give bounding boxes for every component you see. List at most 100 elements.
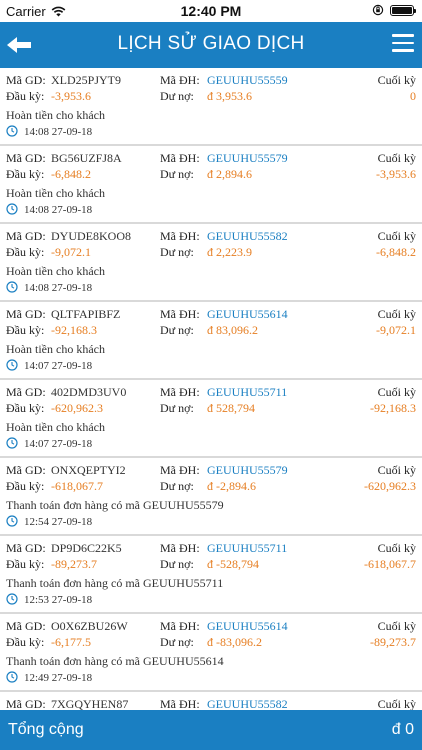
total-label: Tổng cộng [8, 721, 84, 738]
balance-amount: đ 83,096.2 [207, 323, 258, 337]
carrier-label: Carrier [6, 4, 46, 19]
transaction-row[interactable]: Mã GD: QLTFAPIBFZ Mã ĐH: GEUUHU55614 Cuối kỳ… [0, 302, 422, 380]
orientation-lock-icon [372, 4, 384, 16]
order-code-link[interactable]: GEUUHU55582 [207, 229, 288, 243]
order-label: Mã ĐH: [160, 697, 200, 710]
transaction-row[interactable]: Mã GD: DP9D6C22K5 Mã ĐH: GEUUHU55711 Cuối kỳ… [0, 536, 422, 614]
hamburger-menu-icon[interactable] [392, 34, 414, 56]
clock-icon [6, 203, 18, 215]
transaction-row[interactable]: Mã GD: 402DMD3UV0 Mã ĐH: GEUUHU55711 Cuối kỳ… [0, 380, 422, 458]
balance-amount: đ -83,096.2 [207, 635, 262, 649]
begin-amount: -620,962.3 [51, 401, 103, 415]
begin-amount: -6,848.2 [51, 167, 91, 181]
end-label: Cuối kỳ [377, 541, 416, 555]
begin-label: Đầu kỳ: [6, 89, 45, 103]
status-bar: Carrier 12:40 PM [0, 0, 422, 22]
transaction-row[interactable]: Mã GD: 7XGQYHEN87 Mã ĐH: GEUUHU55582 Cuối kỳ… [0, 692, 422, 710]
battery-icon [390, 4, 416, 16]
end-label: Cuối kỳ [377, 151, 416, 165]
balance-label: Dư nợ: [160, 401, 194, 415]
end-amount: -3,953.6 [376, 167, 416, 181]
transaction-description: Hoàn tiền cho khách [6, 186, 105, 200]
page-title: LỊCH SỬ GIAO DỊCH [117, 33, 305, 54]
order-code-link[interactable]: GEUUHU55582 [207, 697, 288, 710]
status-time: 12:40 PM [180, 3, 242, 19]
balance-label: Dư nợ: [160, 89, 194, 103]
begin-label: Đầu kỳ: [6, 479, 45, 493]
order-code-link[interactable]: GEUUHU55579 [207, 463, 288, 477]
transaction-row[interactable]: Mã GD: BG56UZFJ8A Mã ĐH: GEUUHU55579 Cuối kỳ… [0, 146, 422, 224]
begin-label: Đầu kỳ: [6, 635, 45, 649]
end-label: Cuối kỳ [377, 229, 416, 243]
end-label: Cuối kỳ [377, 619, 416, 633]
transaction-time: 14:08 27-09-18 [24, 204, 93, 216]
order-code-link[interactable]: GEUUHU55711 [207, 385, 288, 399]
order-code-link[interactable]: GEUUHU55614 [207, 307, 288, 321]
begin-label: Đầu kỳ: [6, 245, 45, 259]
clock-icon [6, 281, 18, 293]
end-amount: -618,067.7 [364, 557, 416, 571]
transaction-description: Hoàn tiền cho khách [6, 108, 105, 122]
code-label: Mã GD: [6, 229, 46, 243]
transaction-description: Hoàn tiền cho khách [6, 420, 105, 434]
transaction-row[interactable]: Mã GD: XLD25PJYT9 Mã ĐH: GEUUHU55559 Cuối kỳ… [0, 68, 422, 146]
clock-icon [6, 359, 18, 371]
order-code-link[interactable]: GEUUHU55614 [207, 619, 288, 633]
transaction-time: 14:07 27-09-18 [24, 438, 93, 450]
end-label: Cuối kỳ [377, 463, 416, 477]
balance-label: Dư nợ: [160, 557, 194, 571]
transaction-description: Thanh toán đơn hàng có mã GEUUHU55579 [6, 498, 224, 512]
transaction-description: Hoàn tiền cho khách [6, 342, 105, 356]
begin-amount: -89,273.7 [51, 557, 97, 571]
end-label: Cuối kỳ [377, 307, 416, 321]
clock-icon [6, 515, 18, 527]
end-label: Cuối kỳ [377, 385, 416, 399]
begin-label: Đầu kỳ: [6, 557, 45, 571]
order-label: Mã ĐH: [160, 385, 200, 399]
balance-amount: đ 2,223.9 [207, 245, 252, 259]
transaction-row[interactable]: Mã GD: O0X6ZBU26W Mã ĐH: GEUUHU55614 Cuối kỳ… [0, 614, 422, 692]
transaction-time: 14:08 27-09-18 [24, 126, 93, 138]
transaction-list[interactable]: Mã GD: XLD25PJYT9 Mã ĐH: GEUUHU55559 Cuối kỳ… [0, 68, 422, 710]
transaction-code: 7XGQYHEN87 [51, 697, 129, 710]
clock-icon [6, 671, 18, 683]
transaction-code: O0X6ZBU26W [51, 619, 128, 633]
transaction-code: DYUDE8KOO8 [51, 229, 131, 243]
order-code-link[interactable]: GEUUHU55559 [207, 73, 288, 87]
transaction-row[interactable]: Mã GD: ONXQEPTYI2 Mã ĐH: GEUUHU55579 Cuối kỳ… [0, 458, 422, 536]
order-label: Mã ĐH: [160, 541, 200, 555]
total-bar: Tổng cộng đ 0 [0, 710, 422, 750]
transaction-time: 14:07 27-09-18 [24, 360, 93, 372]
order-label: Mã ĐH: [160, 463, 200, 477]
status-right [372, 4, 416, 16]
nav-bar: LỊCH SỬ GIAO DỊCH [0, 22, 422, 68]
arrow-left-icon[interactable] [4, 30, 34, 60]
order-label: Mã ĐH: [160, 619, 200, 633]
begin-label: Đầu kỳ: [6, 167, 45, 181]
begin-amount: -92,168.3 [51, 323, 97, 337]
code-label: Mã GD: [6, 151, 46, 165]
transaction-time: 12:49 27-09-18 [24, 672, 93, 684]
clock-icon [6, 593, 18, 605]
transaction-description: Thanh toán đơn hàng có mã GEUUHU55711 [6, 576, 224, 590]
order-code-link[interactable]: GEUUHU55711 [207, 541, 288, 555]
transaction-code: ONXQEPTYI2 [51, 463, 126, 477]
balance-amount: đ 3,953.6 [207, 89, 252, 103]
code-label: Mã GD: [6, 697, 46, 710]
transaction-time: 12:54 27-09-18 [24, 516, 93, 528]
end-amount: -92,168.3 [370, 401, 416, 415]
order-label: Mã ĐH: [160, 73, 200, 87]
order-label: Mã ĐH: [160, 229, 200, 243]
transaction-time: 12:53 27-09-18 [24, 594, 93, 606]
transaction-row[interactable]: Mã GD: DYUDE8KOO8 Mã ĐH: GEUUHU55582 Cuối kỳ… [0, 224, 422, 302]
code-label: Mã GD: [6, 463, 46, 477]
transaction-code: 402DMD3UV0 [51, 385, 127, 399]
balance-amount: đ -2,894.6 [207, 479, 256, 493]
transaction-description: Thanh toán đơn hàng có mã GEUUHU55614 [6, 654, 224, 668]
balance-label: Dư nợ: [160, 323, 194, 337]
code-label: Mã GD: [6, 619, 46, 633]
order-code-link[interactable]: GEUUHU55579 [207, 151, 288, 165]
balance-label: Dư nợ: [160, 245, 194, 259]
code-label: Mã GD: [6, 307, 46, 321]
transaction-description: Hoàn tiền cho khách [6, 264, 105, 278]
